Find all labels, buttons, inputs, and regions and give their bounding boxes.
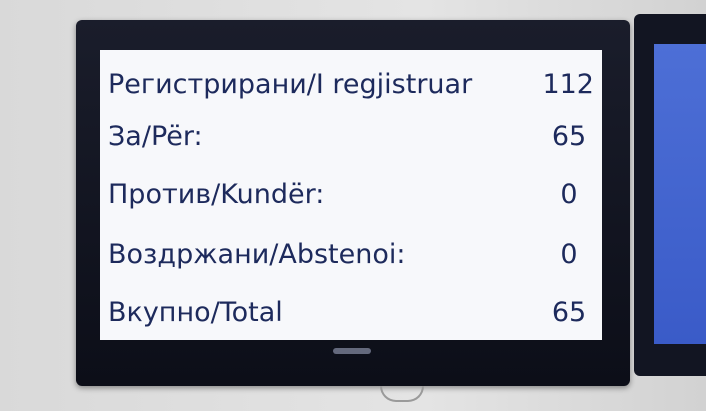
tv-monitor: Регистрирани/I regjistruar 112 За/Për: 65 … <box>76 20 630 386</box>
second-tv-monitor <box>634 14 706 376</box>
row-label: Регистрирани/I regjistruar <box>108 68 473 100</box>
row-total: Вкупно/Total 65 <box>108 292 594 332</box>
row-abstained: Воздржани/Abstenoi: 0 <box>108 234 594 274</box>
row-value: 65 <box>551 120 587 152</box>
row-registered: Регистрирани/I regjistruar 112 <box>108 64 594 104</box>
cable <box>380 386 424 402</box>
second-screen <box>654 44 706 344</box>
row-value: 0 <box>560 178 578 210</box>
row-label: Против/Kundër: <box>108 178 325 210</box>
row-label: За/Për: <box>108 120 203 152</box>
row-value: 65 <box>551 296 587 328</box>
row-label: Вкупно/Total <box>108 296 283 328</box>
brand-logo <box>333 348 371 354</box>
row-value: 112 <box>542 68 594 100</box>
row-against: Против/Kundër: 0 <box>108 174 594 214</box>
row-label: Воздржани/Abstenoi: <box>108 238 406 270</box>
row-value: 0 <box>560 238 578 270</box>
row-for: За/Për: 65 <box>108 116 594 156</box>
vote-results-screen: Регистрирани/I regjistruar 112 За/Për: 65 … <box>100 50 602 340</box>
